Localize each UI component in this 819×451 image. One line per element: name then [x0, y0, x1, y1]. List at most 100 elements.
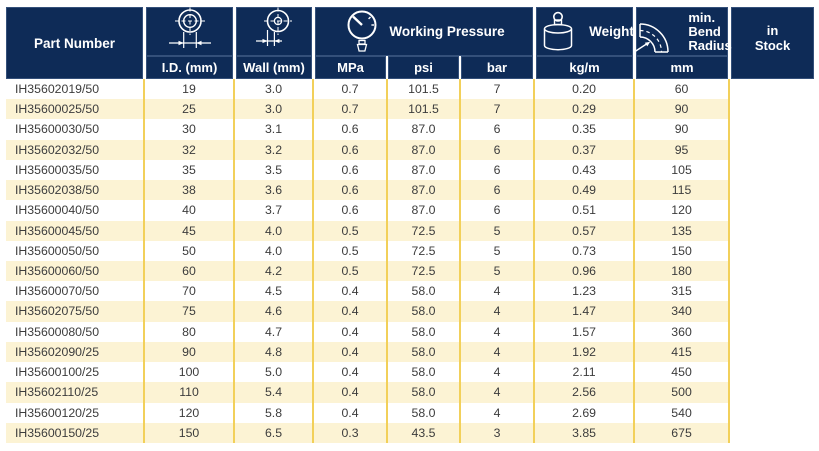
pressure-psi-cell: 58.0 — [386, 341, 459, 363]
id-mm-cell: 38 — [143, 180, 233, 201]
wall-mm-cell: 5.8 — [233, 402, 312, 423]
pressure-mpa-cell: 0.6 — [312, 159, 386, 181]
col-header-mpa: MPa — [312, 56, 386, 79]
in-stock-cell — [728, 180, 815, 201]
weight-kgm-cell: 0.49 — [533, 180, 634, 201]
weight-kgm-cell: 0.73 — [533, 240, 634, 261]
table-row: IH35600050/50 50 4.0 0.5 72.5 5 0.73 150 — [6, 240, 815, 261]
in-stock-cell — [728, 119, 815, 140]
bend-radius-cell: 415 — [633, 341, 729, 363]
pressure-mpa-cell: 0.4 — [312, 402, 386, 423]
in-stock-cell — [728, 260, 815, 282]
pressure-psi-cell: 101.5 — [386, 99, 459, 120]
in-stock-cell — [728, 200, 815, 221]
pressure-bar-cell: 6 — [459, 119, 534, 140]
part-number-cell: IH35600035/50 — [6, 159, 143, 181]
col-group-weight: Weight — [533, 7, 634, 56]
id-mm-cell: 40 — [143, 200, 233, 221]
weight-kgm-cell: 0.43 — [533, 159, 634, 181]
pressure-mpa-cell: 0.6 — [312, 139, 386, 160]
inner-diameter-icon — [164, 7, 216, 51]
header-row-units: I.D. (mm) Wall (mm) MPa psi bar kg/m mm — [6, 56, 814, 79]
pressure-bar-cell: 3 — [459, 422, 534, 443]
bend-radius-cell: 500 — [633, 382, 729, 403]
part-number-cell: IH35600080/50 — [6, 321, 143, 342]
id-mm-cell: 120 — [143, 402, 233, 423]
weight-label: Weight — [589, 24, 634, 39]
in-stock-cell — [728, 301, 815, 322]
pressure-mpa-cell: 0.5 — [312, 240, 386, 261]
weight-kgm-cell: 2.69 — [533, 402, 634, 423]
col-header-bar: bar — [459, 56, 534, 79]
wall-mm-cell: 4.0 — [233, 240, 312, 261]
bend-radius-cell: 150 — [633, 240, 729, 261]
pressure-bar-cell: 6 — [459, 200, 534, 221]
id-mm-cell: 60 — [143, 260, 233, 282]
id-mm-cell: 50 — [143, 240, 233, 261]
col-header-part-number: Part Number — [6, 7, 143, 79]
pressure-psi-cell: 101.5 — [386, 79, 459, 100]
id-mm-cell: 25 — [143, 99, 233, 120]
wall-mm-cell: 4.6 — [233, 301, 312, 322]
part-number-cell: IH35600030/50 — [6, 119, 143, 140]
pressure-psi-cell: 87.0 — [386, 139, 459, 160]
pressure-psi-cell: 58.0 — [386, 321, 459, 342]
col-header-in-stock: in Stock — [728, 7, 815, 79]
bend-radius-cell: 315 — [633, 281, 729, 302]
weight-kgm-cell: 2.56 — [533, 382, 634, 403]
pressure-mpa-cell: 0.6 — [312, 180, 386, 201]
in-stock-label: in Stock — [754, 23, 791, 53]
wall-thickness-icon — [248, 7, 300, 51]
bend-radius-cell: 135 — [633, 220, 729, 241]
pressure-psi-cell: 58.0 — [386, 382, 459, 403]
weight-kgm-cell: 1.23 — [533, 281, 634, 302]
bend-radius-cell: 90 — [633, 99, 729, 120]
part-number-cell: IH35600050/50 — [6, 240, 143, 261]
wall-mm-cell: 4.2 — [233, 260, 312, 282]
pressure-bar-cell: 5 — [459, 220, 534, 241]
id-mm-cell: 70 — [143, 281, 233, 302]
pressure-bar-cell: 4 — [459, 301, 534, 322]
pressure-bar-cell: 7 — [459, 99, 534, 120]
col-header-wall — [233, 7, 312, 56]
in-stock-cell — [728, 220, 815, 241]
in-stock-cell — [728, 321, 815, 342]
wall-mm-cell: 3.2 — [233, 139, 312, 160]
wall-mm-cell: 4.7 — [233, 321, 312, 342]
id-mm-cell: 80 — [143, 321, 233, 342]
id-mm-cell: 75 — [143, 301, 233, 322]
bend-radius-cell: 675 — [633, 422, 729, 443]
table-row: IH35602110/25 110 5.4 0.4 58.0 4 2.56 50… — [6, 382, 815, 403]
table-row: IH35600080/50 80 4.7 0.4 58.0 4 1.57 360 — [6, 321, 815, 342]
bend-radius-cell: 540 — [633, 402, 729, 423]
id-mm-cell: 100 — [143, 362, 233, 383]
col-header-id-label: I.D. (mm) — [143, 56, 233, 79]
bend-radius-cell: 180 — [633, 260, 729, 282]
id-mm-cell: 110 — [143, 382, 233, 403]
pressure-bar-cell: 6 — [459, 159, 534, 181]
pressure-psi-cell: 87.0 — [386, 200, 459, 221]
weight-kgm-cell: 0.20 — [533, 79, 634, 100]
table-row: IH35600100/25 100 5.0 0.4 58.0 4 2.11 45… — [6, 362, 815, 383]
table-body: IH35602019/50 19 3.0 0.7 101.5 7 0.20 60… — [6, 79, 815, 443]
pressure-psi-cell: 58.0 — [386, 281, 459, 302]
pressure-psi-cell: 72.5 — [386, 260, 459, 282]
pressure-psi-cell: 58.0 — [386, 402, 459, 423]
wall-mm-cell: 3.1 — [233, 119, 312, 140]
id-mm-cell: 30 — [143, 119, 233, 140]
pressure-mpa-cell: 0.5 — [312, 220, 386, 241]
pressure-bar-cell: 7 — [459, 79, 534, 100]
weight-kgm-cell: 2.11 — [533, 362, 634, 383]
table-row: IH35600120/25 120 5.8 0.4 58.0 4 2.69 54… — [6, 402, 815, 423]
id-mm-cell: 32 — [143, 139, 233, 160]
table-row: IH35600035/50 35 3.5 0.6 87.0 6 0.43 105 — [6, 159, 815, 181]
table-row: IH35600030/50 30 3.1 0.6 87.0 6 0.35 90 — [6, 119, 815, 140]
table-row: IH35602019/50 19 3.0 0.7 101.5 7 0.20 60 — [6, 79, 815, 100]
pressure-bar-cell: 5 — [459, 240, 534, 261]
weight-kgm-cell: 3.85 — [533, 422, 634, 443]
bend-radius-cell: 95 — [633, 139, 729, 160]
col-header-id — [143, 7, 233, 56]
pressure-psi-cell: 43.5 — [386, 422, 459, 443]
in-stock-cell — [728, 281, 815, 302]
pressure-bar-cell: 4 — [459, 321, 534, 342]
